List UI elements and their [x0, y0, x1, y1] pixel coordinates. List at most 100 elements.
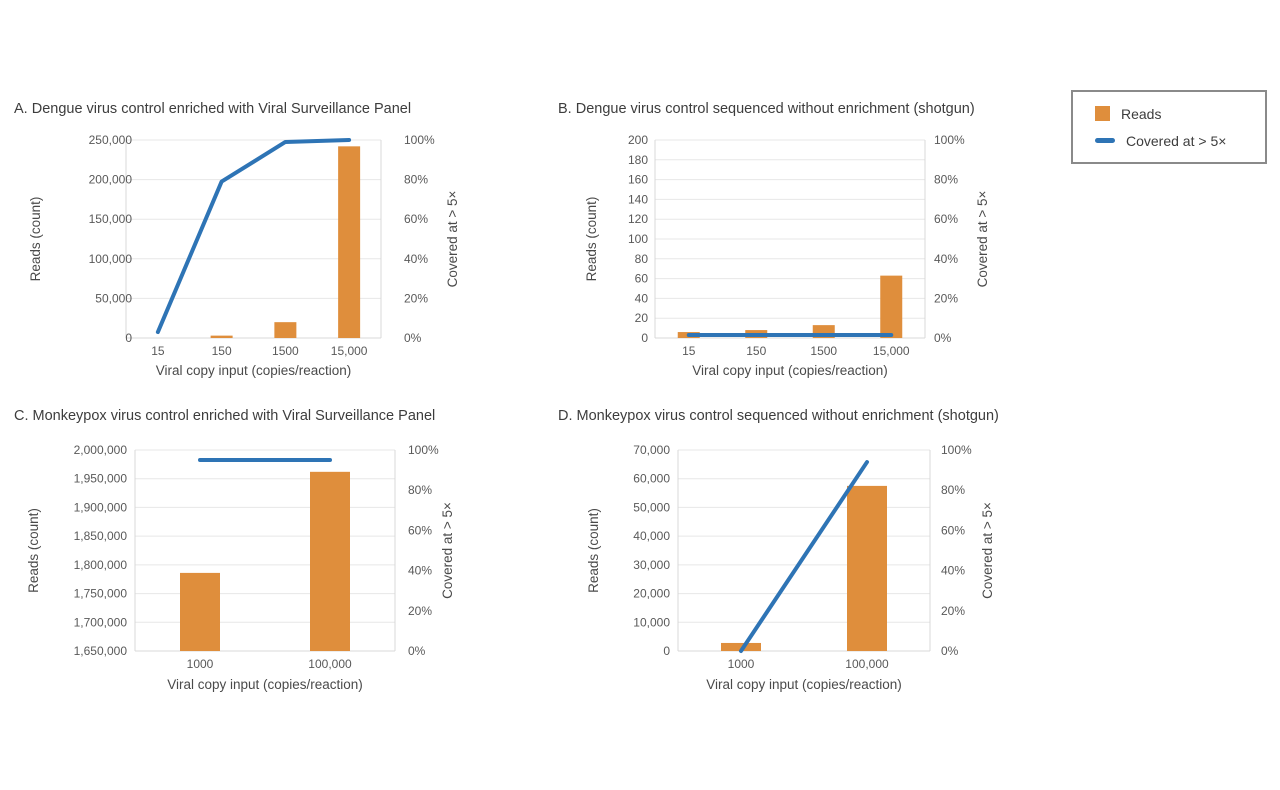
- gridlines: [654, 139, 926, 339]
- tick-label: 20%: [408, 604, 432, 618]
- tick-label: 140: [628, 192, 648, 206]
- x-axis-ticks: 1000 100,000: [728, 657, 889, 671]
- x-axis-ticks: 15 150 1500 15,000: [151, 344, 368, 358]
- tick-label: 60: [635, 272, 649, 286]
- chart-title: B. Dengue virus control sequenced withou…: [558, 101, 975, 117]
- bar-reads: [847, 485, 887, 651]
- tick-label: 0: [641, 331, 648, 345]
- tick-label: 70,000: [633, 443, 670, 457]
- right-axis-title: Covered at > 5×: [445, 191, 460, 288]
- tick-label: 2,000,000: [74, 443, 128, 457]
- bar-reads: [310, 471, 350, 651]
- x-axis-ticks: 1000 100,000: [187, 657, 352, 671]
- tick-label: 1,900,000: [74, 500, 128, 514]
- tick-label: 10,000: [633, 615, 670, 629]
- reads-bars: [721, 485, 887, 651]
- tick-label: 50,000: [633, 500, 670, 514]
- tick-label: 1500: [810, 344, 837, 358]
- tick-label: 15: [682, 344, 696, 358]
- tick-label: 60%: [404, 212, 428, 226]
- tick-label: 40%: [404, 252, 428, 266]
- tick-label: 1000: [187, 657, 214, 671]
- tick-label: 100,000: [845, 657, 889, 671]
- right-axis-ticks: 0% 20% 40% 60% 80% 100%: [404, 133, 435, 345]
- tick-label: 1000: [728, 657, 755, 671]
- coverage-line-swatch-icon: [1095, 138, 1115, 143]
- tick-label: 60%: [934, 212, 958, 226]
- right-axis-title: Covered at > 5×: [975, 191, 990, 288]
- chart-canvas: 0 10,000 20,000 30,000 40,000 50,000 60,000 70,…: [586, 443, 995, 692]
- x-axis-ticks: 15 150 1500 15,000: [682, 344, 910, 358]
- right-axis-ticks: 0% 20% 40% 60% 80% 100%: [934, 133, 965, 345]
- tick-label: 1,850,000: [74, 529, 128, 543]
- chart-title: A. Dengue virus control enriched with Vi…: [14, 101, 412, 117]
- tick-label: 150: [746, 344, 766, 358]
- x-axis-title: Viral copy input (copies/reaction): [706, 677, 902, 692]
- right-axis-title: Covered at > 5×: [980, 502, 995, 599]
- tick-label: 40%: [941, 564, 965, 578]
- left-axis-ticks: 0 10,000 20,000 30,000 40,000 50,000 60,000 70,…: [633, 443, 670, 658]
- chart-canvas: 1,650,000 1,700,000 1,750,000 1,800,000 1,85…: [26, 443, 455, 692]
- tick-label: 1,950,000: [74, 472, 128, 486]
- tick-label: 100%: [934, 133, 965, 147]
- chart-canvas: 0 20 40 60 80 100 120 140 160 180 200 0% 20% 40% 60% 80…: [584, 133, 990, 378]
- gridlines: [677, 449, 931, 652]
- tick-label: 200,000: [89, 173, 133, 187]
- tick-label: 60,000: [633, 472, 670, 486]
- tick-label: 15,000: [331, 344, 368, 358]
- tick-label: 60%: [408, 523, 432, 537]
- right-axis-ticks: 0% 20% 40% 60% 80% 100%: [408, 443, 439, 658]
- tick-label: 100,000: [308, 657, 352, 671]
- legend: Reads Covered at > 5×: [1071, 90, 1267, 164]
- tick-label: 0%: [934, 331, 952, 345]
- tick-label: 100: [628, 232, 648, 246]
- tick-label: 50,000: [95, 291, 132, 305]
- tick-label: 80: [635, 252, 649, 266]
- tick-label: 40%: [408, 564, 432, 578]
- bar-reads: [274, 322, 297, 338]
- tick-label: 20: [635, 311, 649, 325]
- tick-label: 30,000: [633, 558, 670, 572]
- tick-label: 120: [628, 212, 648, 226]
- tick-label: 40: [635, 291, 649, 305]
- left-axis-title: Reads (count): [584, 197, 599, 282]
- tick-label: 80%: [941, 483, 965, 497]
- tick-label: 15,000: [873, 344, 910, 358]
- tick-label: 150: [212, 344, 232, 358]
- gridlines: [134, 449, 396, 652]
- left-axis-ticks: 0 20 40 60 80 100 120 140 160 180 200: [628, 133, 648, 345]
- tick-label: 60%: [941, 523, 965, 537]
- tick-label: 40%: [934, 252, 958, 266]
- tick-label: 160: [628, 173, 648, 187]
- x-axis-title: Viral copy input (copies/reaction): [167, 677, 363, 692]
- tick-label: 180: [628, 153, 648, 167]
- bar-reads: [210, 335, 233, 338]
- chart-monkeypox-shotgun: D. Monkeypox virus control sequenced wit…: [544, 405, 1084, 705]
- tick-label: 250,000: [89, 133, 133, 147]
- tick-label: 1,800,000: [74, 558, 128, 572]
- tick-label: 0%: [408, 644, 426, 658]
- left-axis-title: Reads (count): [28, 197, 43, 282]
- tick-label: 15: [151, 344, 165, 358]
- tick-label: 1,750,000: [74, 587, 128, 601]
- legend-label-coverage: Covered at > 5×: [1126, 132, 1227, 149]
- legend-label-reads: Reads: [1121, 105, 1162, 122]
- x-axis-title: Viral copy input (copies/reaction): [692, 363, 888, 378]
- chart-title: C. Monkeypox virus control enriched with…: [14, 408, 436, 424]
- right-axis-title: Covered at > 5×: [440, 502, 455, 599]
- left-axis-ticks: 1,650,000 1,700,000 1,750,000 1,800,000 1,85…: [74, 443, 128, 658]
- tick-label: 1,700,000: [74, 615, 128, 629]
- tick-label: 0: [663, 644, 670, 658]
- legend-item-reads: Reads: [1095, 106, 1265, 122]
- bar-reads: [880, 275, 903, 338]
- tick-label: 20%: [934, 291, 958, 305]
- bar-reads: [180, 572, 220, 651]
- chart-canvas: 0 50,000 100,000 150,000 200,000 250,000 0% 20%…: [28, 133, 460, 378]
- tick-label: 1500: [272, 344, 299, 358]
- left-axis-title: Reads (count): [586, 508, 601, 593]
- tick-label: 80%: [404, 173, 428, 187]
- tick-label: 100,000: [89, 252, 133, 266]
- tick-label: 20,000: [633, 587, 670, 601]
- tick-label: 100%: [408, 443, 439, 457]
